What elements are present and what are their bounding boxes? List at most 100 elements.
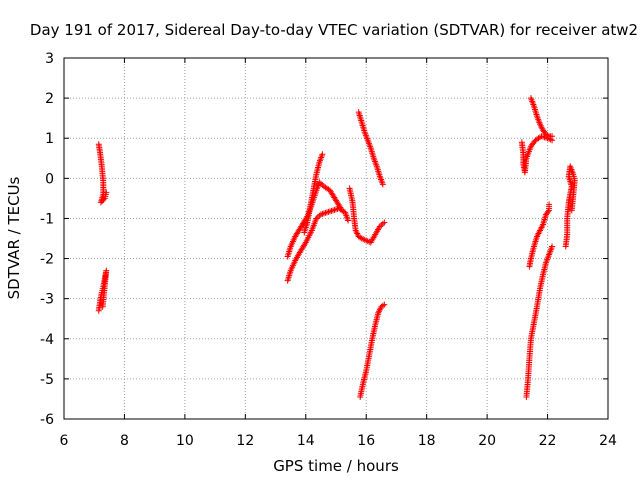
data-point-trace xyxy=(312,217,319,224)
data-point-trace xyxy=(544,132,551,139)
data-point-trace xyxy=(309,189,316,196)
data-point-trace xyxy=(376,171,383,178)
data-point-trace xyxy=(373,161,380,168)
data-point-trace xyxy=(296,226,303,233)
data-point-trace xyxy=(539,273,546,280)
y-tick-label: -4 xyxy=(40,332,54,348)
y-tick-label: -6 xyxy=(40,412,54,428)
grid-lines xyxy=(64,58,608,419)
plot-frame xyxy=(63,57,609,420)
y-axis-label: SDTVAR / TECUs xyxy=(5,176,23,299)
data-point-trace xyxy=(379,179,386,186)
data-point-trace xyxy=(306,205,313,212)
data-point-trace xyxy=(370,153,377,160)
data-point-trace xyxy=(303,221,310,228)
data-point-trace xyxy=(291,235,298,242)
x-tick-label: 6 xyxy=(60,433,69,449)
data-point-trace xyxy=(542,213,549,220)
data-point-trace xyxy=(102,191,109,198)
data-point-trace xyxy=(530,245,537,252)
data-point-trace xyxy=(325,208,332,215)
data-point-trace xyxy=(328,207,335,214)
data-point-trace xyxy=(318,152,325,159)
x-tick-label: 12 xyxy=(236,433,254,449)
data-point-trace xyxy=(316,212,323,219)
x-tick-label: 14 xyxy=(297,433,315,449)
y-tick-label: -2 xyxy=(40,252,54,268)
y-tick-label: -3 xyxy=(40,292,54,308)
y-tick-label: 2 xyxy=(45,91,54,107)
data-point-trace xyxy=(361,236,368,243)
data-point-trace xyxy=(536,119,543,126)
y-tick-label: 3 xyxy=(45,51,54,67)
data-point-trace xyxy=(364,135,371,142)
data-point-trace xyxy=(379,302,386,309)
data-point-trace xyxy=(349,197,356,204)
data-point-trace xyxy=(344,215,351,222)
data-point-trace xyxy=(365,353,372,360)
data-point-trace xyxy=(362,369,369,376)
data-point-trace xyxy=(536,287,543,294)
x-tick-label: 8 xyxy=(120,433,129,449)
data-point-trace xyxy=(331,194,338,201)
data-point-trace xyxy=(545,253,552,260)
data-point-trace xyxy=(331,206,338,213)
data-point-trace xyxy=(313,173,320,180)
data-point xyxy=(329,207,336,214)
data-point-trace xyxy=(539,222,546,229)
x-tick-label: 10 xyxy=(176,433,194,449)
x-tick-label: 24 xyxy=(599,433,617,449)
data-point-trace xyxy=(99,301,106,308)
data-points xyxy=(95,95,578,400)
data-point-trace xyxy=(99,198,106,205)
data-point-trace xyxy=(527,144,534,151)
chart-title: Day 191 of 2017, Sidereal Day-to-day VTE… xyxy=(30,21,638,39)
data-point-trace xyxy=(569,169,576,176)
data-point-trace xyxy=(530,101,537,108)
data-point-trace xyxy=(361,127,368,134)
data-point xyxy=(323,209,330,216)
data-point-trace xyxy=(326,208,333,215)
axis-ticks xyxy=(63,57,609,420)
x-tick-label: 20 xyxy=(478,433,496,449)
data-point-trace xyxy=(100,196,107,203)
y-tick-label: 1 xyxy=(45,131,54,147)
data-point-trace xyxy=(301,240,308,247)
data-point-trace xyxy=(368,337,375,344)
data-point-trace xyxy=(371,233,378,240)
data-point xyxy=(317,211,324,218)
data-point-trace xyxy=(319,182,326,189)
y-tick-label: 0 xyxy=(45,171,54,187)
data-point-trace xyxy=(287,269,294,276)
data-point-trace xyxy=(530,321,537,328)
data-point-trace xyxy=(533,235,540,242)
data-point xyxy=(381,219,388,226)
data-point-trace xyxy=(374,311,381,318)
x-axis-tick-labels: 6 8 10 12 14 16 18 20 22 24 xyxy=(60,433,617,449)
y-axis-tick-labels: -6 -5 -4 -3 -2 -1 0 1 2 3 xyxy=(40,51,54,428)
data-point-trace xyxy=(301,242,308,249)
data-point-trace xyxy=(315,161,322,168)
data-point-trace xyxy=(548,245,555,252)
data-point-trace xyxy=(322,209,329,216)
data-point-trace xyxy=(359,381,366,388)
data-point-trace xyxy=(533,111,540,118)
x-tick-label: 18 xyxy=(418,433,436,449)
data-point-trace xyxy=(546,203,553,210)
x-tick-label: 22 xyxy=(539,433,557,449)
data-point-trace xyxy=(541,128,548,135)
data-point-trace xyxy=(531,138,538,145)
data-point-trace xyxy=(542,261,549,268)
data-point-trace xyxy=(295,251,302,258)
data-point-trace xyxy=(545,208,552,215)
data-point-trace xyxy=(287,245,294,252)
x-tick-label: 16 xyxy=(357,433,375,449)
data-point-trace xyxy=(371,323,378,330)
data-point-trace xyxy=(358,117,365,124)
data-point-trace xyxy=(533,305,540,312)
y-tick-label: -5 xyxy=(40,372,54,388)
x-axis-label: GPS time / hours xyxy=(273,457,399,475)
data-point-trace xyxy=(523,157,530,164)
y-tick-label: -1 xyxy=(40,211,54,227)
